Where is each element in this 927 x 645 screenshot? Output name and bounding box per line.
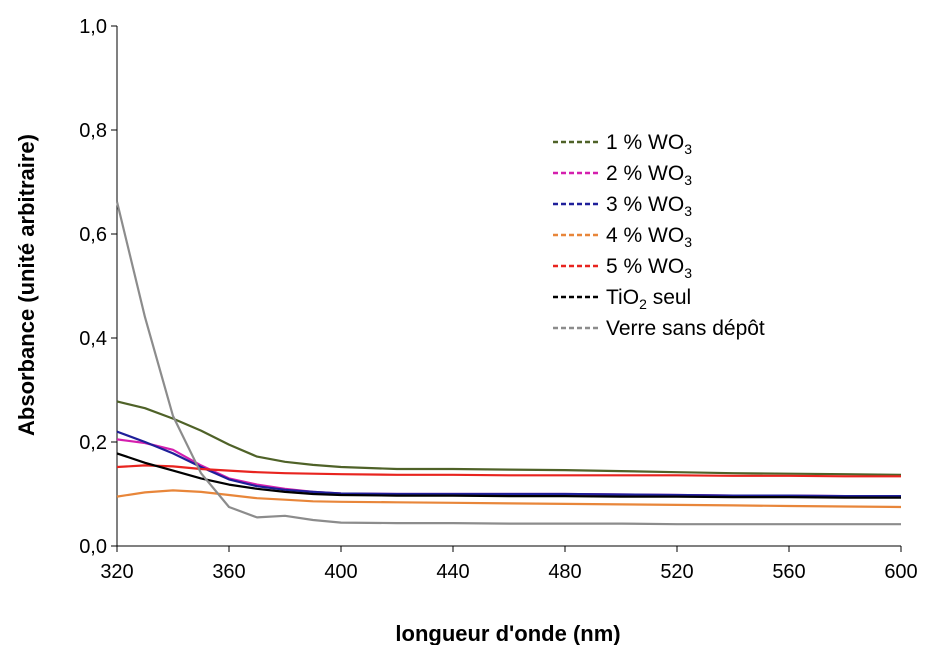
series-line-4 [116, 489, 902, 509]
x-axis-title: longueur d'onde (nm) [395, 621, 620, 645]
legend-label: 1 % WO3 [606, 131, 692, 157]
x-tick-label: 400 [324, 561, 357, 583]
y-tick-label: 0,8 [79, 120, 107, 142]
series-line-7 [115, 201, 901, 526]
y-tick-labels: 0,0 0,2 0,4 0,6 0,8 1,0 [79, 16, 117, 558]
x-tick-label: 440 [436, 561, 469, 583]
legend-label: Verre sans dépôt [606, 317, 765, 340]
y-tick-label: 1,0 [79, 16, 107, 38]
legend-label: TiO2 seul [606, 286, 691, 312]
x-tick-label: 480 [548, 561, 581, 583]
y-tick-label: 0,4 [79, 328, 107, 350]
x-tick-label: 560 [772, 561, 805, 583]
y-axis-title: Absorbance (unité arbitraire) [14, 134, 39, 436]
series-lines [115, 201, 902, 526]
legend-label: 2 % WO3 [606, 162, 692, 188]
x-tick-label: 520 [660, 561, 693, 583]
axes [116, 26, 901, 547]
x-tick-label: 360 [212, 561, 245, 583]
y-tick-label: 0,2 [79, 432, 107, 454]
legend-label: 3 % WO3 [606, 193, 692, 219]
y-tick-label: 0,0 [79, 536, 107, 558]
x-tick-label: 320 [100, 561, 133, 583]
series-line-5 [116, 464, 901, 478]
legend-label: 5 % WO3 [606, 255, 692, 281]
legend: 1 % WO3 2 % WO3 3 % WO3 4 % WO3 5 % WO3 TiO2 … [553, 131, 765, 340]
series-line-1 [116, 400, 902, 476]
series-line-6 [116, 452, 901, 499]
series-line-3 [116, 430, 901, 498]
x-tick-label: 600 [884, 561, 917, 583]
x-tick-labels: 320 360 400 440 480 520 560 600 [100, 546, 918, 583]
legend-label: 4 % WO3 [606, 224, 692, 250]
y-tick-label: 0,6 [79, 224, 107, 246]
